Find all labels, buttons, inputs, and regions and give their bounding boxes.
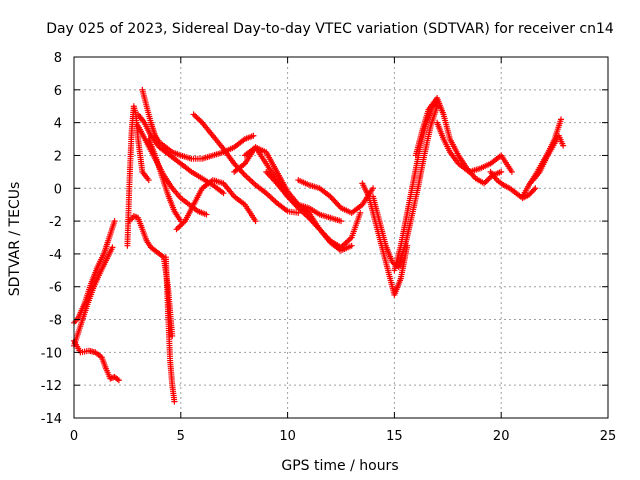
y-tick-label: 4 <box>54 117 62 132</box>
data-point <box>508 168 515 175</box>
data-point <box>176 223 183 230</box>
x-tick-label: 15 <box>386 429 403 444</box>
y-tick-label: -14 <box>41 412 62 427</box>
series-arc-20 <box>412 95 505 187</box>
series-arc-11 <box>173 177 259 233</box>
data-point <box>171 398 178 405</box>
data-point <box>485 176 492 183</box>
data-point <box>111 218 118 225</box>
data-point <box>220 190 227 197</box>
series-arc-10 <box>145 136 184 225</box>
x-tick-label: 5 <box>177 429 185 444</box>
series-arc-08 <box>135 111 227 197</box>
data-point <box>194 115 201 122</box>
axis-layer: 0 5 10 15 20 25 -14 -12 -10 -8 -6 -4 -2 0 2 4 6 8 <box>41 51 617 444</box>
y-axis-label: SDTVAR / TECUs <box>7 182 23 297</box>
y-tick-label: -2 <box>49 215 62 230</box>
series-arc-15 <box>263 168 355 254</box>
x-tick-label: 10 <box>279 429 296 444</box>
data-point <box>560 142 567 149</box>
data-point <box>250 132 257 139</box>
series-arc-03 <box>71 337 122 384</box>
series-arc-06 <box>162 254 178 405</box>
data-point <box>145 177 152 184</box>
series-arc-24 <box>530 132 567 184</box>
series-arc-14 <box>241 144 364 251</box>
series-arc-02 <box>71 244 116 349</box>
data-point <box>531 186 538 193</box>
series-arc-01 <box>71 218 118 326</box>
data-point <box>498 168 505 175</box>
x-tick-label: 25 <box>600 429 617 444</box>
data-point <box>193 114 200 121</box>
data-point <box>177 222 184 229</box>
data-point <box>482 178 489 185</box>
data-point <box>196 116 203 123</box>
plot-frame <box>73 56 609 419</box>
data-point <box>174 224 181 231</box>
series-arc-12 <box>190 111 302 216</box>
data-point <box>169 332 176 339</box>
data-point <box>252 218 259 225</box>
data-point <box>190 111 197 118</box>
data-point <box>338 218 344 225</box>
x-axis-label: GPS time / hours <box>281 458 398 474</box>
data-point <box>203 211 210 218</box>
x-tick-label: 0 <box>70 429 78 444</box>
grid-layer <box>74 57 608 418</box>
y-tick-label: 2 <box>54 149 62 164</box>
y-tick-label: 6 <box>54 84 62 99</box>
series-arc-16 <box>295 177 377 216</box>
series-arc-04 <box>124 103 152 249</box>
data-point <box>115 377 122 384</box>
y-tick-label: -4 <box>49 248 62 263</box>
data-point <box>558 116 565 123</box>
data-point <box>348 242 355 249</box>
y-tick-label: -10 <box>41 346 62 361</box>
y-tick-label: -12 <box>41 379 62 394</box>
data-point <box>173 226 180 233</box>
y-tick-label: -8 <box>49 314 62 329</box>
series-arc-21 <box>434 119 515 175</box>
y-tick-label: 8 <box>54 51 62 66</box>
series-arc-07 <box>139 86 257 162</box>
data-point <box>192 112 199 119</box>
data-point <box>370 185 377 192</box>
data-point <box>357 209 364 216</box>
y-tick-label: -6 <box>49 281 62 296</box>
y-tick-label: 0 <box>54 182 62 197</box>
series-arc-23 <box>519 116 565 200</box>
data-layer <box>71 86 567 405</box>
data-point <box>109 244 116 251</box>
data-point <box>197 118 204 125</box>
x-tick-label: 20 <box>493 429 510 444</box>
chart-title: Day 025 of 2023, Sidereal Day-to-day VTE… <box>46 21 614 37</box>
data-point <box>532 185 539 192</box>
